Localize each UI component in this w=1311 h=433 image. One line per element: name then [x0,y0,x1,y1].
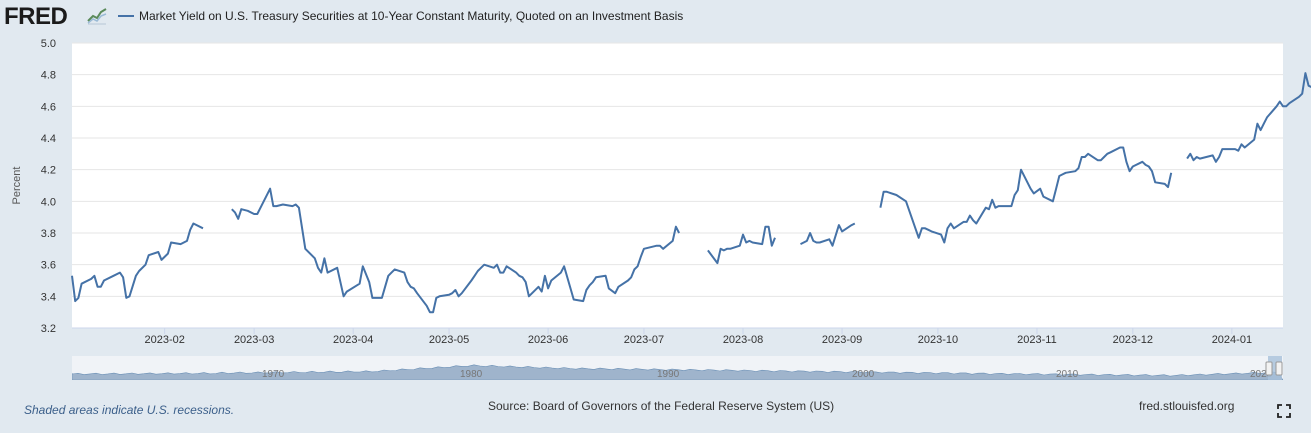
y-tick-label: 4.4 [41,133,56,145]
y-tick-label: 3.2 [41,323,56,335]
y-tick-label: 3.8 [41,228,56,240]
chart-legend[interactable]: Market Yield on U.S. Treasury Securities… [118,9,683,23]
line-chart-icon [86,6,108,26]
fred-logo[interactable]: FRED [4,3,68,30]
plot-area [72,43,1283,328]
series-line-segment[interactable] [231,187,680,314]
chart-header: FRED Market Yield on U.S. Treasury Secur… [0,0,1311,34]
legend-series-title: Market Yield on U.S. Treasury Securities… [139,9,684,23]
legend-swatch [118,15,134,17]
main-chart[interactable]: 3.23.43.63.84.04.24.44.64.85.0 2023-02 20… [0,0,1311,356]
navigator-label: 1990 [657,369,680,380]
navigator-handle-left[interactable] [1265,361,1273,376]
x-tick-label: 2023-09 [822,334,862,346]
y-tick-label: 4.2 [41,165,56,177]
y-tick-label: 4.0 [41,196,56,208]
source-text: Source: Board of Governors of the Federa… [488,399,835,413]
y-axis: 3.2 3.4 3.6 3.8 4.0 4.2 4.4 4.6 4.8 5.0 [41,38,56,335]
x-tick-label: 2023-07 [624,334,664,346]
navigator-label: 2000 [852,369,875,380]
navigator-area [72,364,1283,380]
x-tick-label: 2023-11 [1017,334,1057,346]
navigator-label: 1980 [460,369,483,380]
x-tick-label: 2023-10 [918,334,958,346]
y-tick-label: 4.8 [41,70,56,82]
series-line-segment[interactable] [1186,72,1311,163]
x-tick-label: 2023-03 [234,334,274,346]
y-tick-label: 5.0 [41,38,56,50]
navigator-labels: 1970 1980 1990 2000 2010 2020 [262,369,1273,380]
x-tick-label: 2023-12 [1113,334,1153,346]
series-lines [71,72,1311,314]
y-tick-label: 3.4 [41,291,56,303]
x-axis: 2023-02 2023-03 2023-04 2023-05 2023-06 2023-… [72,327,1283,346]
y-tick-label: 3.6 [41,260,56,272]
y-axis-label: Percent [11,167,23,205]
recession-note: Shaded areas indicate U.S. recessions. [24,403,235,417]
navigator-label: 1970 [262,369,285,380]
x-tick-label: 2023-02 [144,334,184,346]
series-line-segment[interactable] [800,222,856,247]
navigator-label: 2010 [1056,369,1079,380]
x-tick-label: 2023-08 [723,334,763,346]
series-line-segment[interactable] [71,222,204,303]
site-link[interactable]: fred.stlouisfed.org [1139,399,1235,413]
y-tick-label: 4.6 [41,101,56,113]
x-tick-label: 2023-06 [528,334,568,346]
x-tick-label: 2023-05 [429,334,469,346]
navigator-label: 2020 [1250,369,1273,380]
series-line-segment[interactable] [707,225,776,265]
x-tick-label: 2024-01 [1212,334,1252,346]
series-line-segment[interactable] [879,146,1173,244]
time-navigator[interactable]: 1970 1980 1990 2000 2010 2020 [72,356,1283,380]
fullscreen-icon[interactable] [1277,404,1291,418]
x-tick-label: 2023-04 [333,334,373,346]
navigator-handle-right[interactable] [1275,361,1283,376]
